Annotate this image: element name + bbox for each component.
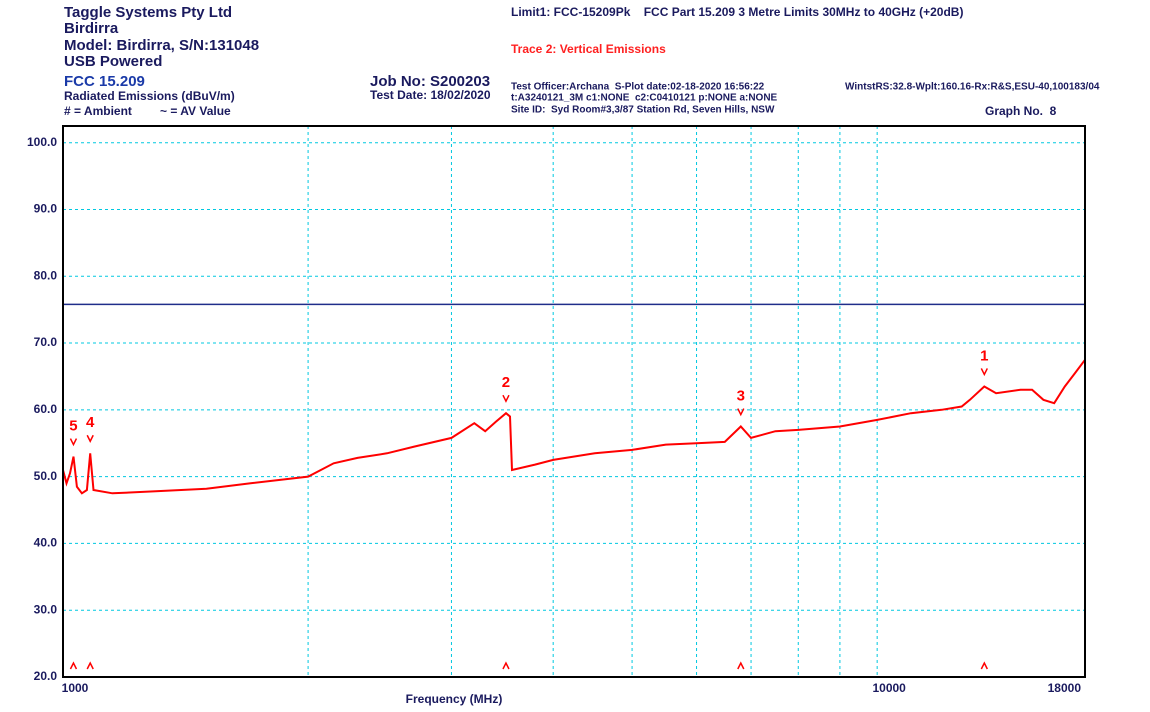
y-tick-label: 50.0	[34, 469, 58, 483]
y-tick-label: 30.0	[34, 602, 58, 616]
marker-base	[737, 661, 745, 670]
marker-arrow	[980, 368, 988, 377]
test-date: Test Date: 18/02/2020	[370, 88, 491, 102]
officer: Test Officer:Archana S-Plot date:02-18-2…	[511, 82, 765, 93]
x-tick-label: 18000	[1048, 681, 1082, 695]
marker-base	[502, 661, 510, 670]
limit-info: Limit1: FCC-15209Pk FCC Part 15.209 3 Me…	[511, 5, 963, 19]
legend-ambient: # = Ambient	[64, 104, 132, 118]
marker-label: 3	[737, 388, 745, 405]
site: Site ID: Syd Room#3,3/87 Station Rd, Sev…	[511, 105, 775, 116]
marker-label: 1	[980, 347, 988, 364]
company: Taggle Systems Pty Ltd	[64, 4, 232, 21]
marker-arrow	[737, 408, 745, 417]
job: Job No: S200203	[370, 73, 490, 90]
measurement: Radiated Emissions (dBuV/m)	[64, 89, 235, 103]
marker-base	[980, 661, 988, 670]
product: Birdirra	[64, 20, 119, 37]
y-tick-label: 90.0	[34, 202, 58, 216]
x-axis-label: Frequency (MHz)	[406, 692, 503, 706]
x-tick-label: 1000	[62, 681, 89, 695]
marker-arrow	[86, 434, 94, 443]
y-tick-label: 20.0	[34, 669, 58, 683]
marker-label: 5	[69, 418, 77, 435]
software: WintstRS:32.8-Wplt:160.16-Rx:R&S,ESU-40,…	[845, 82, 1100, 93]
x-tick-label: 10000	[872, 681, 906, 695]
legend-av: ~ = AV Value	[160, 104, 231, 118]
power: USB Powered	[64, 53, 162, 70]
y-tick-label: 60.0	[34, 402, 58, 416]
trace-info: Trace 2: Vertical Emissions	[511, 42, 666, 56]
standard: FCC 15.209	[64, 73, 145, 90]
setup: t:A3240121_3M c1:NONE c2:C0410121 p:NONE…	[511, 93, 778, 104]
marker-label: 4	[86, 414, 95, 431]
graph-no: Graph No. 8	[985, 104, 1057, 118]
marker-base	[86, 661, 94, 670]
plot-frame	[62, 125, 1086, 678]
marker-arrow	[502, 394, 510, 403]
y-tick-label: 70.0	[34, 335, 58, 349]
trace	[62, 359, 1086, 495]
marker-base	[69, 661, 78, 670]
y-tick-label: 40.0	[34, 536, 58, 550]
marker-label: 2	[502, 374, 510, 391]
model: Model: Birdirra, S/N:131048	[64, 37, 259, 54]
marker-arrow	[69, 438, 78, 447]
y-tick-label: 80.0	[34, 268, 58, 282]
y-tick-label: 100.0	[27, 135, 57, 149]
